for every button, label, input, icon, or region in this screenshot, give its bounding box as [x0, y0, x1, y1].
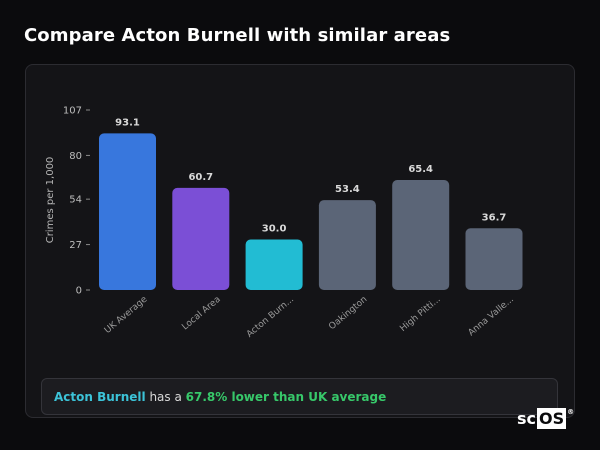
bar-value-label: 65.4 [408, 164, 433, 175]
bar [172, 187, 230, 290]
bar [318, 200, 376, 290]
x-tick-label: Oakington [327, 295, 369, 333]
bar-value-label: 36.7 [482, 212, 507, 223]
bar [99, 133, 156, 290]
bar [392, 179, 450, 290]
bar [465, 228, 523, 290]
bar-value-label: 30.0 [262, 224, 287, 235]
brand-reg: ® [567, 408, 575, 416]
y-tick-label: 0 [76, 286, 82, 297]
bar-value-label: 60.7 [188, 172, 213, 183]
x-tick-label: Local Area [180, 295, 222, 333]
brand-text-a: sc [517, 409, 537, 428]
brand-text-b: OS [537, 408, 567, 429]
brand-logo: sc OS ® [517, 408, 574, 429]
bar-value-label: 53.4 [335, 184, 360, 195]
x-tick-label: High Pitti... [398, 295, 442, 334]
summary-stat: 67.8% lower than UK average [185, 390, 387, 404]
x-tick-label: UK Average [103, 294, 150, 336]
y-axis-label: Crimes per 1,000 [45, 157, 56, 244]
y-tick-label: 27 [69, 240, 82, 251]
bar [245, 239, 303, 290]
summary-place: Acton Burnell [54, 390, 146, 404]
x-tick-label: Anna Valle... [467, 295, 516, 339]
comparison-summary: Acton Burnell has a 67.8% lower than UK … [41, 378, 558, 415]
y-tick-label: 54 [69, 195, 82, 206]
page-title: Compare Acton Burnell with similar areas [24, 25, 451, 46]
bar-value-label: 93.1 [115, 117, 140, 128]
y-tick-label: 80 [69, 151, 82, 162]
x-tick-label: Acton Burn... [245, 295, 296, 340]
y-tick-label: 107 [63, 106, 82, 117]
summary-connector: has a [145, 390, 186, 404]
